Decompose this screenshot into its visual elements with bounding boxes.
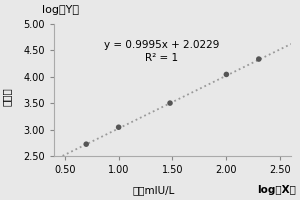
Text: R² = 1: R² = 1: [145, 53, 178, 63]
Point: [256, 57, 261, 61]
Point: [84, 143, 88, 146]
Text: y = 0.9995x + 2.0229: y = 0.9995x + 2.0229: [104, 40, 219, 50]
Text: log（X）: log（X）: [257, 185, 296, 195]
Text: log（Y）: log（Y）: [42, 5, 79, 15]
Text: 浓度mIU/L: 浓度mIU/L: [132, 185, 175, 195]
Point: [224, 73, 229, 76]
Point: [116, 126, 121, 129]
Point: [168, 101, 172, 105]
Text: 浓度率: 浓度率: [2, 87, 12, 106]
